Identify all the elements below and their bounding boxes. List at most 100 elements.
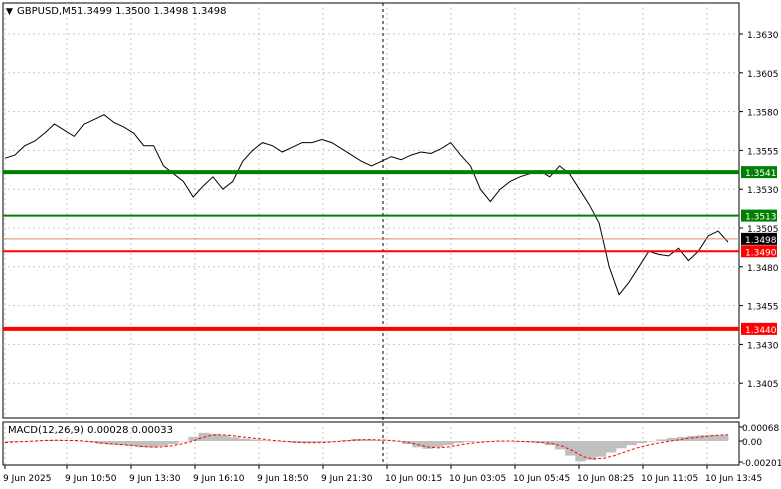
- time-tick-label: 10 Jun 03:05: [449, 474, 506, 484]
- macd-label: MACD(12,26,9) 0.00028 0.00033: [8, 425, 173, 436]
- macd-bar: [341, 440, 352, 441]
- macd-bar: [544, 441, 556, 446]
- macd-bar: [96, 441, 108, 444]
- macd-bar: [157, 441, 169, 447]
- macd-bar: [361, 439, 372, 441]
- macd-bar: [595, 441, 607, 457]
- price-tick-label: 1.3455: [747, 303, 779, 313]
- time-axis: 9 Jun 2025 9 Jun 10:50 9 Jun 13:30 9 Jun 16…: [3, 465, 762, 484]
- macd-tick-label: -0.00201: [742, 459, 781, 469]
- time-tick-label: 9 Jun 18:50: [257, 474, 309, 484]
- current-price-tag: [741, 232, 777, 245]
- macd-bar: [524, 441, 535, 443]
- price-tick-label: 1.3605: [747, 70, 779, 80]
- macd-bar: [208, 433, 220, 441]
- macd-bar: [229, 437, 240, 441]
- level-price-label: 1.3513: [745, 213, 777, 223]
- time-tick-label: 9 Jun 21:30: [321, 474, 373, 484]
- macd-bar: [636, 441, 647, 444]
- macd-tick-label: 0.00068: [742, 424, 779, 434]
- time-tick-label: 9 Jun 2025: [3, 474, 51, 484]
- macd-bar: [320, 441, 332, 442]
- macd-bar: [147, 441, 159, 448]
- level-price-tag: [741, 209, 777, 222]
- macd-axis: 0.00068 0.00 -0.00201: [739, 424, 781, 469]
- macd-bar: [249, 439, 260, 441]
- time-tick-label: 9 Jun 10:50: [65, 474, 117, 484]
- macd-bar: [167, 441, 179, 445]
- macd-bar: [707, 434, 719, 441]
- dropdown-arrow-icon[interactable]: ▼: [6, 7, 13, 17]
- macd-bar: [300, 441, 311, 444]
- macd-bar: [117, 441, 128, 446]
- time-tick-label: 10 Jun 05:45: [513, 474, 570, 484]
- price-tick-label: 1.3630: [747, 31, 779, 41]
- price-tick-label: 1.3505: [747, 225, 779, 235]
- price-tick-label: 1.3580: [747, 109, 779, 119]
- macd-bar: [565, 441, 576, 456]
- price-tick-label: 1.3430: [747, 341, 779, 351]
- level-price-label: 1.3541: [745, 169, 777, 179]
- macd-bar: [381, 440, 393, 442]
- macd-bar: [330, 441, 342, 442]
- current-price-label: 1.3498: [745, 236, 777, 246]
- macd-bar: [666, 437, 678, 441]
- macd-bar: [188, 436, 199, 441]
- time-tick-label: 10 Jun 00:15: [385, 474, 442, 484]
- macd-bar: [5, 441, 16, 442]
- macd-bar: [463, 441, 474, 442]
- macd-bar: [697, 435, 709, 441]
- macd-bar: [687, 435, 698, 441]
- price-tick-label: 1.3480: [747, 264, 779, 274]
- time-tick-label: 10 Jun 11:05: [641, 474, 698, 484]
- macd-bar: [392, 441, 403, 442]
- time-tick-label: 10 Jun 13:45: [705, 474, 762, 484]
- level-price-tag: [741, 166, 777, 179]
- macd-bar: [473, 441, 484, 442]
- macd-bar: [616, 441, 627, 449]
- price-tick-label: 1.3530: [747, 186, 779, 196]
- price-grid: [3, 3, 739, 418]
- level-price-tag: [741, 245, 777, 258]
- macd-bar: [239, 438, 250, 441]
- macd-bar: [422, 441, 434, 449]
- level-lines[interactable]: 1.3541 1.3513 1.3490 1.3440: [3, 166, 777, 336]
- price-chart-frame[interactable]: [2, 2, 740, 419]
- macd-bar: [534, 441, 546, 444]
- macd-bar: [259, 440, 271, 441]
- macd-bar: [585, 441, 596, 460]
- macd-bar: [554, 441, 566, 450]
- level-price-label: 1.3440: [745, 326, 777, 336]
- time-tick-label: 9 Jun 13:30: [129, 474, 181, 484]
- ohlc-values: 1.3499 1.3500 1.3498 1.3498: [77, 6, 227, 17]
- price-line: [4, 114, 729, 296]
- macd-bar: [646, 441, 658, 442]
- macd-bar: [351, 438, 362, 441]
- macd-bar: [106, 441, 118, 445]
- macd-bar: [178, 441, 189, 442]
- macd-bar: [218, 435, 230, 441]
- macd-bar: [269, 441, 281, 442]
- macd-bar: [656, 439, 668, 441]
- macd-bar: [717, 435, 729, 441]
- price-axis: 1.36301.36051.35801.35551.35301.35051.34…: [739, 31, 779, 390]
- macd-bar: [605, 441, 617, 453]
- macd-bar: [402, 441, 413, 445]
- time-tick-label: 10 Jun 08:25: [577, 474, 634, 484]
- macd-bar: [575, 441, 586, 462]
- macd-bar: [514, 441, 525, 442]
- macd-bar: [432, 441, 444, 448]
- macd-bar: [127, 441, 138, 446]
- macd-bar: [137, 441, 148, 448]
- symbol-label: GBPUSD,M5: [17, 6, 77, 17]
- macd-bar: [453, 441, 464, 444]
- macd-signal-line: [4, 434, 729, 460]
- macd-bar: [371, 440, 383, 441]
- level-price-tag: [741, 322, 777, 335]
- level-price-label: 1.3490: [745, 248, 777, 258]
- macd-bar: [442, 441, 454, 446]
- macd-bar: [626, 441, 637, 446]
- macd-tick-label: 0.00: [742, 438, 762, 448]
- macd-bar: [310, 441, 322, 443]
